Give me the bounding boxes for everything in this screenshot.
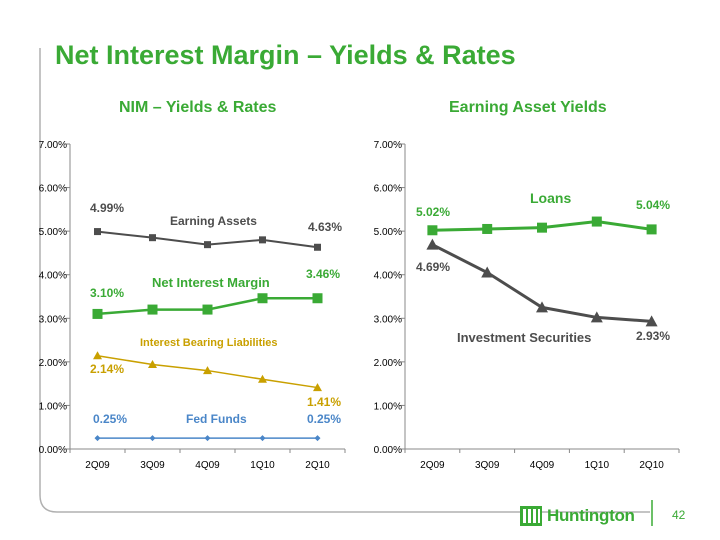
data-point <box>149 234 156 242</box>
y-tick-label: 2.00% <box>374 358 402 369</box>
data-point <box>258 374 267 383</box>
brand-name: Huntington <box>547 506 635 525</box>
data-point <box>537 222 547 233</box>
data-label-last: 2.93% <box>636 329 670 343</box>
x-tick-label: 2Q09 <box>420 460 445 471</box>
data-point <box>314 435 321 442</box>
series-name-label: Earning Assets <box>170 214 257 228</box>
y-tick-label: 1.00% <box>39 401 67 412</box>
data-point <box>94 228 101 236</box>
data-point <box>590 311 603 323</box>
x-tick-label: 1Q10 <box>250 460 275 471</box>
y-tick-label: 6.00% <box>374 184 402 195</box>
series-name-label: Investment Securities <box>457 330 591 345</box>
data-label-first: 4.99% <box>90 201 124 215</box>
data-point <box>94 435 101 442</box>
chart2-title: Earning Asset Yields <box>449 99 607 116</box>
data-label-first: 5.02% <box>416 205 450 219</box>
y-tick-label: 0.00% <box>374 445 402 456</box>
data-point <box>147 304 158 315</box>
data-point <box>204 241 211 249</box>
data-point <box>312 293 323 304</box>
data-point <box>202 304 213 315</box>
data-point <box>313 383 322 392</box>
data-point <box>148 359 157 368</box>
data-point <box>93 351 102 360</box>
series-name-label: Fed Funds <box>186 412 247 426</box>
series-name-label: Interest Bearing Liabilities <box>140 337 278 349</box>
data-point <box>314 243 321 251</box>
x-tick-label: 3Q09 <box>140 460 165 471</box>
y-tick-label: 6.00% <box>39 184 67 195</box>
data-point <box>591 216 602 227</box>
x-tick-label: 2Q09 <box>85 460 110 471</box>
data-label-last: 4.63% <box>308 220 342 234</box>
data-label-first: 3.10% <box>90 286 124 300</box>
y-tick-label: 1.00% <box>374 401 402 412</box>
y-tick-label: 3.00% <box>374 314 402 325</box>
data-label-last: 3.46% <box>306 267 340 281</box>
y-tick-label: 7.00% <box>374 140 402 151</box>
y-tick-label: 7.00% <box>39 140 67 151</box>
data-point <box>257 293 268 304</box>
page-number: 42 <box>672 508 686 522</box>
data-label-first: 4.69% <box>416 260 450 274</box>
y-tick-label: 5.00% <box>374 227 402 238</box>
huntington-logo-icon <box>520 506 542 526</box>
data-point <box>536 301 548 313</box>
data-label-last: 1.41% <box>307 395 341 409</box>
y-tick-label: 4.00% <box>39 271 67 282</box>
chart1-title: NIM – Yields & Rates <box>119 99 277 116</box>
x-tick-label: 1Q10 <box>585 460 610 471</box>
data-point <box>203 366 212 375</box>
data-point <box>149 435 156 442</box>
data-point <box>645 315 658 327</box>
x-tick-label: 4Q09 <box>530 460 555 471</box>
data-point <box>426 238 439 250</box>
x-tick-label: 4Q09 <box>195 460 220 471</box>
data-point <box>646 224 657 235</box>
data-point <box>481 266 494 278</box>
x-tick-label: 2Q10 <box>639 460 664 471</box>
huntington-logo: Huntington <box>520 504 635 528</box>
data-point <box>259 435 266 442</box>
y-tick-label: 2.00% <box>39 358 67 369</box>
y-tick-label: 4.00% <box>374 271 402 282</box>
series-name-label: Net Interest Margin <box>152 275 270 290</box>
y-tick-label: 0.00% <box>39 445 67 456</box>
x-tick-label: 2Q10 <box>305 460 330 471</box>
data-point <box>482 223 493 234</box>
data-label-first: 2.14% <box>90 362 124 376</box>
slide-title: Net Interest Margin – Yields & Rates <box>55 40 516 70</box>
y-tick-label: 3.00% <box>39 314 67 325</box>
data-point <box>427 225 438 236</box>
series-name-label: Loans <box>530 190 571 206</box>
x-tick-label: 3Q09 <box>475 460 500 471</box>
data-label-last: 0.25% <box>307 412 341 426</box>
data-label-first: 0.25% <box>93 412 127 426</box>
data-point <box>259 236 266 244</box>
data-label-last: 5.04% <box>636 198 670 212</box>
data-point <box>92 308 103 319</box>
data-point <box>204 435 211 442</box>
y-tick-label: 5.00% <box>39 227 67 238</box>
